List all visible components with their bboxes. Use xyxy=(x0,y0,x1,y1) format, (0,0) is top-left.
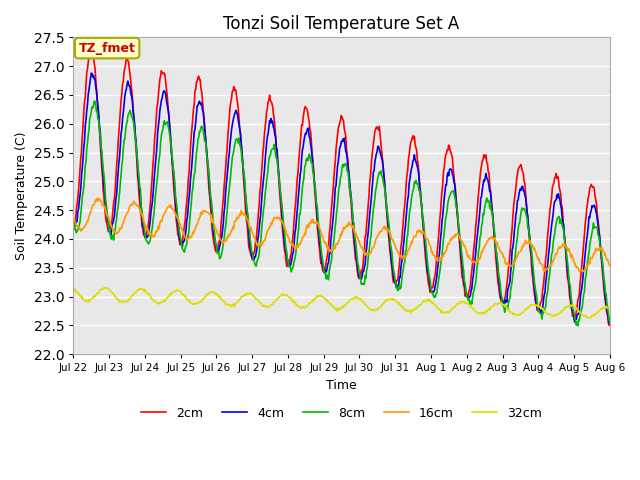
16cm xyxy=(218,239,226,245)
8cm xyxy=(408,197,415,203)
16cm xyxy=(70,214,77,220)
8cm xyxy=(218,250,226,256)
32cm xyxy=(408,307,415,313)
16cm xyxy=(423,236,431,241)
Line: 2cm: 2cm xyxy=(74,48,610,325)
4cm xyxy=(135,179,143,185)
4cm xyxy=(88,70,95,76)
4cm xyxy=(408,166,415,172)
Line: 16cm: 16cm xyxy=(74,198,610,272)
16cm xyxy=(135,205,143,211)
2cm xyxy=(189,107,197,112)
8cm xyxy=(79,190,87,195)
32cm xyxy=(101,285,109,290)
2cm xyxy=(135,192,143,198)
Y-axis label: Soil Temperature (C): Soil Temperature (C) xyxy=(15,132,28,260)
Line: 8cm: 8cm xyxy=(74,101,610,326)
8cm xyxy=(606,320,614,325)
8cm xyxy=(189,178,197,183)
8cm xyxy=(70,217,77,223)
2cm xyxy=(408,138,415,144)
Title: Tonzi Soil Temperature Set A: Tonzi Soil Temperature Set A xyxy=(223,15,460,33)
2cm xyxy=(86,45,93,50)
16cm xyxy=(79,226,87,231)
Text: TZ_fmet: TZ_fmet xyxy=(79,42,136,55)
8cm xyxy=(135,174,143,180)
8cm xyxy=(90,98,98,104)
4cm xyxy=(79,156,87,162)
32cm xyxy=(189,301,197,307)
2cm xyxy=(423,270,431,276)
32cm xyxy=(135,287,143,292)
16cm xyxy=(95,195,102,201)
16cm xyxy=(606,263,614,268)
4cm xyxy=(189,140,197,146)
32cm xyxy=(606,305,614,311)
16cm xyxy=(189,231,197,237)
32cm xyxy=(79,297,87,302)
8cm xyxy=(423,256,431,262)
4cm xyxy=(606,319,614,325)
32cm xyxy=(218,296,226,302)
2cm xyxy=(70,222,77,228)
4cm xyxy=(70,220,77,226)
2cm xyxy=(605,323,613,328)
X-axis label: Time: Time xyxy=(326,379,357,392)
32cm xyxy=(586,315,593,321)
Legend: 2cm, 4cm, 8cm, 16cm, 32cm: 2cm, 4cm, 8cm, 16cm, 32cm xyxy=(136,402,547,424)
4cm xyxy=(218,234,226,240)
2cm xyxy=(218,214,226,219)
4cm xyxy=(423,265,431,271)
32cm xyxy=(70,286,77,292)
8cm xyxy=(574,323,582,329)
16cm xyxy=(580,269,588,275)
2cm xyxy=(79,122,87,128)
16cm xyxy=(408,240,415,245)
2cm xyxy=(606,319,614,324)
Line: 32cm: 32cm xyxy=(74,288,610,318)
Line: 4cm: 4cm xyxy=(74,73,610,323)
4cm xyxy=(605,320,613,326)
32cm xyxy=(423,297,431,302)
